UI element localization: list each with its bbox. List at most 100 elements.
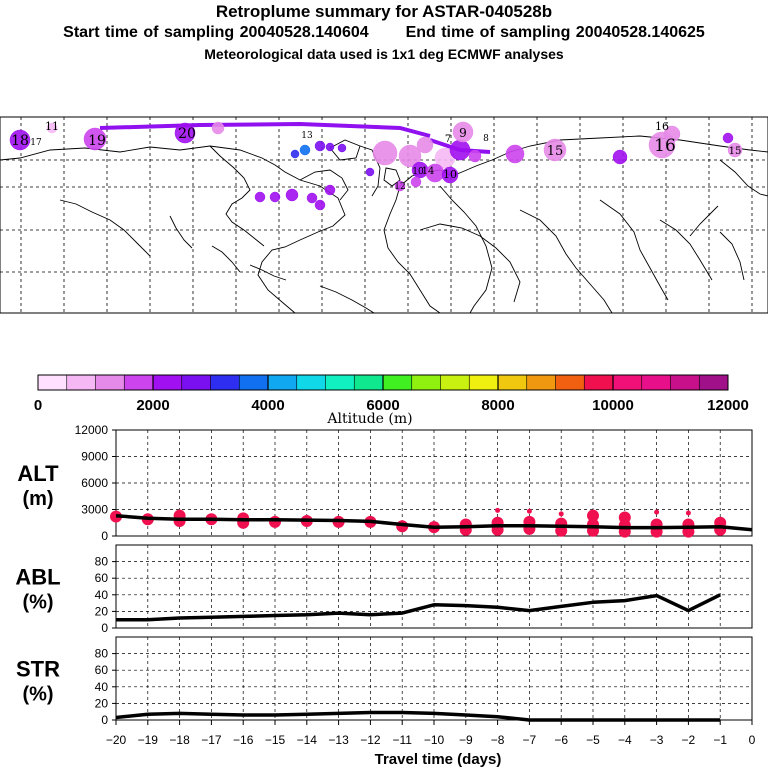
map-cluster-label: 19	[88, 133, 106, 149]
map-cluster-label: 13	[301, 131, 313, 141]
colorbar-tick-label: 0	[34, 397, 42, 414]
map-cluster	[452, 121, 474, 143]
x-tick-label: −9	[459, 733, 473, 747]
map-cluster-label: 15	[547, 144, 564, 159]
y-tick-label: 9000	[81, 450, 108, 464]
coastline	[689, 205, 719, 237]
colorbar-tick-label: 8000	[481, 397, 514, 414]
coastline	[519, 209, 613, 314]
colorbar-segment	[383, 375, 413, 390]
map-cluster	[314, 140, 326, 152]
y-tick-label: 6000	[81, 476, 108, 490]
panel-str: 80 60 40 20 0 STR(%)	[16, 636, 753, 727]
map-cluster	[306, 192, 318, 204]
colorbar-segment	[210, 375, 240, 390]
map-cluster	[325, 142, 335, 152]
map-cluster	[285, 188, 299, 202]
map-cluster	[449, 139, 471, 161]
colorbar-segment	[124, 375, 154, 390]
colorbar-segment	[296, 375, 326, 390]
map-cluster	[505, 144, 525, 164]
colorbar-segment	[325, 375, 355, 390]
map-cluster	[314, 199, 326, 211]
colorbar-tick-label: 10000	[592, 397, 634, 414]
map-cluster	[410, 176, 422, 188]
panel-unit-abl: (%)	[22, 592, 53, 614]
series-line-alt	[115, 513, 753, 532]
coastline	[439, 185, 493, 314]
x-tick-label: −20	[106, 733, 127, 747]
colorbar-segment	[268, 375, 298, 390]
map-cluster	[174, 122, 196, 144]
colorbar-segment	[66, 375, 96, 390]
plume-track	[99, 121, 431, 138]
x-tick-label: −15	[265, 733, 286, 747]
coastline	[329, 139, 361, 161]
map-cluster	[441, 166, 459, 184]
coastline	[59, 199, 151, 257]
y-tick-label: 0	[101, 621, 108, 635]
x-tick-label: −5	[586, 733, 600, 747]
alt-cluster-point	[587, 509, 599, 522]
x-tick-label: 0	[749, 733, 756, 747]
y-tick-label: 40	[95, 680, 109, 694]
x-tick-label: −3	[650, 733, 664, 747]
coastline	[319, 285, 375, 314]
map-cluster	[372, 140, 398, 166]
alt-cluster-point	[654, 509, 660, 515]
chart-title: Retroplume summary for ASTAR-040528b	[215, 2, 553, 21]
map-cluster	[365, 167, 375, 177]
x-tick-label: −4	[618, 733, 632, 747]
map-cluster	[337, 143, 347, 153]
x-tick-label: −10	[424, 733, 445, 747]
map-cluster	[46, 122, 58, 134]
map-cluster	[299, 144, 311, 156]
alt-cluster-point	[558, 511, 564, 517]
x-tick-label: −6	[554, 733, 568, 747]
map-cluster-label: 11	[45, 120, 59, 133]
colorbar-segment	[526, 375, 556, 390]
x-tick-label: −16	[233, 733, 254, 747]
colorbar-segment	[95, 375, 125, 390]
map-cluster-label: 14	[422, 166, 435, 177]
y-tick-label: 0	[101, 713, 108, 727]
colorbar-segment	[498, 375, 528, 390]
coastline	[299, 169, 349, 201]
colorbar-tick-label: 12000	[707, 397, 749, 414]
panel-label-abl: ABL	[15, 565, 60, 590]
x-tick-label: −8	[491, 733, 505, 747]
alt-cluster-point	[459, 518, 472, 531]
map-cluster	[416, 136, 434, 154]
x-tick-label: −19	[138, 733, 159, 747]
series-line-str	[115, 710, 721, 722]
end-time-label: End time of sampling 20040528.140625	[405, 24, 705, 41]
colorbar-segment	[469, 375, 499, 390]
map-cluster-label: 8	[483, 134, 489, 144]
colorbar-segment	[411, 375, 441, 390]
x-tick-label: −17	[201, 733, 222, 747]
y-tick-label: 60	[95, 663, 109, 677]
map-cluster	[211, 121, 225, 135]
map-cluster-label: 12	[394, 182, 405, 192]
panel-label-alt: ALT	[17, 461, 59, 486]
sampling-times: Start time of sampling 20040528.140604 E…	[0, 24, 768, 42]
map-cluster-label: 16	[655, 120, 669, 133]
colorbar-segment	[153, 375, 183, 390]
y-tick-label: 60	[95, 571, 109, 585]
x-tick-label: −7	[523, 733, 537, 747]
colorbar-segment	[641, 375, 671, 390]
map-cluster-label: 20	[178, 126, 196, 142]
coastline	[359, 145, 381, 197]
colorbar-segment	[239, 375, 269, 390]
y-tick-label: 80	[95, 555, 109, 569]
map-cluster-label: 16	[654, 136, 676, 156]
coastline	[209, 145, 265, 247]
map-cluster-label: 15	[729, 146, 742, 157]
map-cluster-label: 10	[412, 167, 424, 177]
map-cluster	[254, 191, 266, 203]
map-cluster	[612, 149, 628, 165]
map-graticule	[0, 117, 768, 313]
map-cluster	[83, 127, 107, 151]
